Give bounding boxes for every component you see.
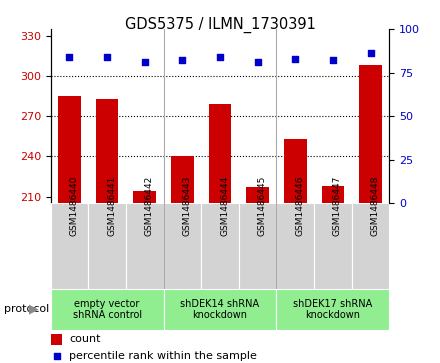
Text: GSM1486446: GSM1486446 bbox=[295, 176, 304, 236]
Point bbox=[367, 50, 374, 56]
Point bbox=[141, 59, 148, 65]
Point bbox=[254, 59, 261, 65]
Bar bbox=[88, 203, 126, 289]
Text: protocol: protocol bbox=[4, 304, 50, 314]
Text: ▶: ▶ bbox=[29, 303, 38, 316]
Point bbox=[66, 54, 73, 60]
Text: shDEK17 shRNA
knockdown: shDEK17 shRNA knockdown bbox=[293, 299, 373, 320]
Bar bbox=[171, 156, 194, 203]
Point bbox=[103, 54, 110, 60]
Bar bbox=[126, 203, 164, 289]
Text: GSM1486443: GSM1486443 bbox=[182, 176, 191, 236]
Text: GSM1486444: GSM1486444 bbox=[220, 176, 229, 236]
Point bbox=[53, 353, 60, 359]
Bar bbox=[164, 203, 201, 289]
Bar bbox=[352, 203, 389, 289]
Text: count: count bbox=[69, 334, 101, 344]
Point bbox=[216, 54, 224, 60]
Bar bbox=[58, 96, 81, 203]
Bar bbox=[164, 289, 276, 330]
Point bbox=[330, 57, 337, 63]
Bar bbox=[246, 187, 269, 203]
Text: GDS5375 / ILMN_1730391: GDS5375 / ILMN_1730391 bbox=[125, 16, 315, 33]
Bar bbox=[284, 139, 307, 203]
Text: GSM1486445: GSM1486445 bbox=[258, 176, 267, 236]
Bar bbox=[51, 203, 88, 289]
Bar bbox=[239, 203, 276, 289]
Bar bbox=[314, 203, 352, 289]
Point bbox=[292, 56, 299, 62]
Bar bbox=[209, 104, 231, 203]
Bar bbox=[359, 65, 382, 203]
Bar bbox=[201, 203, 239, 289]
Bar bbox=[51, 334, 62, 345]
Text: GSM1486447: GSM1486447 bbox=[333, 176, 342, 236]
Bar bbox=[133, 191, 156, 203]
Text: empty vector
shRNA control: empty vector shRNA control bbox=[73, 299, 142, 320]
Bar bbox=[276, 203, 314, 289]
Bar bbox=[96, 99, 118, 203]
Bar bbox=[322, 186, 344, 203]
Text: GSM1486441: GSM1486441 bbox=[107, 176, 116, 236]
Text: GSM1486448: GSM1486448 bbox=[370, 176, 380, 236]
Text: percentile rank within the sample: percentile rank within the sample bbox=[69, 351, 257, 361]
Bar bbox=[51, 289, 164, 330]
Text: shDEK14 shRNA
knockdown: shDEK14 shRNA knockdown bbox=[180, 299, 260, 320]
Text: GSM1486442: GSM1486442 bbox=[145, 176, 154, 236]
Point bbox=[179, 57, 186, 63]
Bar bbox=[276, 289, 389, 330]
Text: GSM1486440: GSM1486440 bbox=[70, 176, 78, 236]
